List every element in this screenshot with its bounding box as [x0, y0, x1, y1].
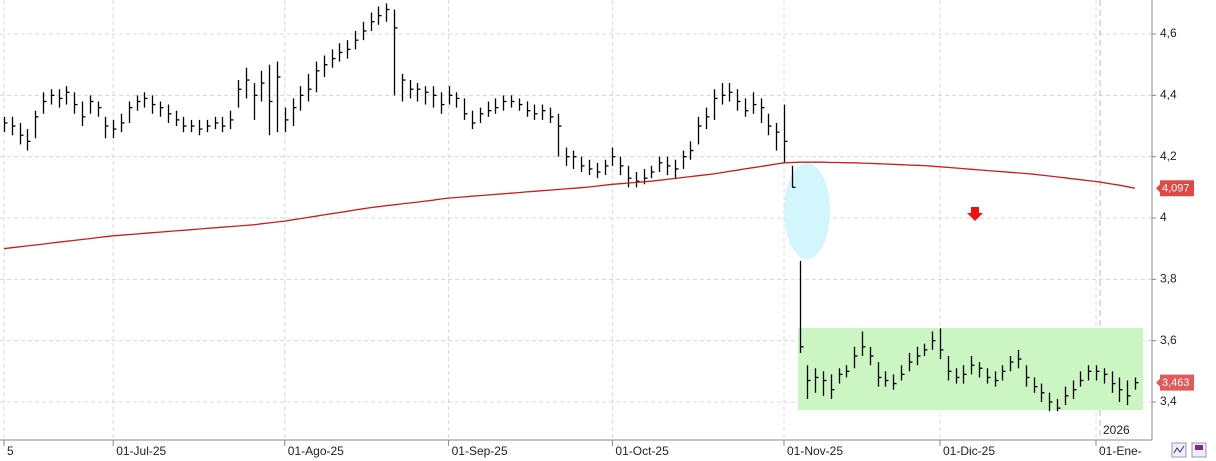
x-tick-label: 01-Ene-	[1099, 444, 1142, 458]
x-labels: 5 01-Jul-25 01-Ago-25 01-Sep-25 01-Oct-25 01-…	[3, 423, 1142, 458]
save-icon-glyph	[1195, 445, 1203, 450]
price-label-box	[1156, 374, 1194, 391]
y-tick-label: 3,6	[1160, 333, 1177, 347]
price-label: 3,463	[1162, 377, 1190, 389]
y-tick-label: 4,2	[1160, 149, 1177, 163]
y-axis-panel	[1152, 0, 1216, 461]
plot	[3, 3, 1139, 412]
x-tick-label: 01-Ago-25	[288, 444, 344, 458]
moving-average-line	[3, 161, 1136, 250]
y-tick-label: 4	[1160, 210, 1167, 224]
price-label: 4,097	[1162, 183, 1190, 195]
highlight-range	[798, 328, 1143, 410]
x-tick-label: 5	[7, 444, 14, 458]
y-tick-label: 4,6	[1160, 26, 1177, 40]
year-label: 2026	[1103, 423, 1130, 437]
price-label-box	[1156, 180, 1194, 197]
toolbar-icon-glyph	[1173, 445, 1185, 454]
x-tick-label: 01-Dic-25	[943, 444, 995, 458]
y-tick-label: 3,4	[1160, 394, 1177, 408]
x-tick-label: 01-Jul-25	[116, 444, 166, 458]
grid	[0, 0, 1152, 440]
y-tick-label: 3,8	[1160, 272, 1177, 286]
x-tick-label: 01-Oct-25	[615, 444, 669, 458]
highlight-ellipse	[784, 163, 830, 259]
y-labels: 3,4 3,6 3,8 4 4,2 4,4 4,6 4,097 3,463	[1152, 26, 1194, 408]
x-tick-label: 01-Sep-25	[452, 444, 508, 458]
y-tick-label: 4,4	[1160, 88, 1177, 102]
x-tick-label: 01-Nov-25	[787, 444, 843, 458]
down-arrow	[967, 207, 983, 221]
